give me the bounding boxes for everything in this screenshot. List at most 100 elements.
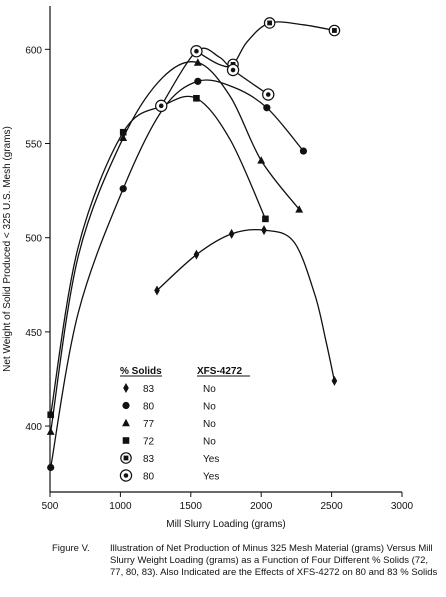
y-tick-label: 400 [25, 422, 42, 433]
y-tick-label: 500 [25, 234, 42, 245]
x-axis-label: Mill Slurry Loading (grams) [166, 519, 285, 530]
triangle-marker-shape [119, 133, 128, 142]
circle-marker-shape [47, 463, 55, 472]
legend-marker [119, 469, 133, 482]
boxed-circle-inner [123, 455, 129, 461]
legend-solids-value: 80 [143, 472, 155, 483]
series-3-point [119, 128, 127, 136]
y-axis-label: Net Weight of Solid Produced < 325 U.S. … [2, 126, 13, 372]
series-3-point [193, 95, 200, 102]
series-0-point [193, 249, 200, 260]
legend-header-solids: % Solids [120, 366, 162, 377]
legend-marker [122, 437, 130, 444]
series-5-point [262, 88, 275, 101]
circle-marker-shape [119, 185, 127, 193]
series-2-point [46, 427, 55, 435]
legend-additive-value: No [203, 402, 216, 413]
legend-additive-value: Yes [203, 454, 219, 465]
ringed-circle-inner [265, 92, 271, 97]
square-marker-shape [122, 437, 130, 444]
legend-marker [123, 383, 129, 393]
square-marker-shape [262, 215, 269, 223]
legend-additive-value: No [203, 419, 216, 430]
series-3-point [47, 411, 55, 419]
boxed-circle-inner [332, 28, 337, 33]
series-1-line [50, 79, 304, 468]
series-0-point [331, 375, 338, 386]
series-0-point [228, 228, 235, 239]
series-4-point [263, 17, 276, 29]
series-2-point [295, 205, 304, 213]
ringed-circle-inner [123, 473, 129, 478]
series-1-point [299, 147, 308, 155]
circle-marker-shape [263, 104, 271, 112]
ringed-circle-inner [230, 67, 236, 73]
circle-marker-shape [299, 147, 308, 155]
legend-additive-value: No [203, 384, 216, 395]
triangle-marker-shape [46, 427, 55, 435]
series-3 [47, 95, 269, 419]
triangle-marker-shape [257, 156, 266, 164]
boxed-circle-inner [267, 20, 273, 26]
series-1-point [194, 77, 202, 85]
square-marker-shape [47, 411, 55, 419]
legend-marker [120, 452, 132, 464]
legend-header-additive: XFS-4272 [197, 366, 242, 377]
diamond-marker-shape [261, 225, 267, 236]
circle-marker-shape [122, 401, 130, 410]
x-tick-label: 1000 [109, 501, 132, 512]
series-3-point [262, 215, 269, 223]
x-tick-label: 1500 [180, 501, 203, 512]
y-tick-label: 550 [25, 140, 42, 151]
series-2 [46, 58, 304, 435]
diamond-marker-shape [193, 249, 200, 260]
series-1-point [263, 104, 271, 112]
legend-additive-value: Yes [203, 472, 219, 483]
caption-text: Illustration of Net Production of Minus … [110, 543, 438, 578]
legend-solids-value: 83 [143, 384, 155, 395]
series-0-point [261, 225, 267, 236]
series-2-line [50, 61, 300, 432]
caption-label: Figure V. [52, 543, 90, 554]
diamond-marker-shape [154, 285, 160, 296]
series-1-point [47, 463, 55, 472]
x-tick-label: 3000 [391, 501, 414, 512]
series-4 [190, 17, 341, 71]
triangle-marker-shape [295, 205, 304, 213]
triangle-marker-shape [193, 58, 202, 66]
diamond-marker-shape [228, 228, 235, 239]
series-4-point [328, 24, 341, 37]
series-0-line [156, 229, 336, 382]
diamond-marker-shape [123, 383, 129, 393]
x-tick-label: 2000 [250, 501, 273, 512]
series-5-point [226, 63, 240, 77]
legend-additive-value: No [203, 437, 216, 448]
series-2-point [119, 133, 128, 142]
series-1-point [119, 185, 127, 193]
series-2-point [257, 156, 266, 164]
series-5 [155, 45, 275, 113]
legend-marker [122, 401, 130, 410]
ringed-circle-inner [194, 48, 199, 54]
series-2-point [193, 58, 202, 66]
legend-solids-value: 77 [143, 419, 155, 430]
square-marker-shape [193, 95, 200, 102]
series-3-line [50, 95, 266, 415]
legend-solids-value: 83 [143, 454, 155, 465]
legend-solids-value: 72 [143, 437, 155, 448]
square-marker-shape [119, 128, 127, 136]
legend-marker [122, 418, 130, 427]
series-1 [47, 77, 308, 472]
x-tick-label: 500 [42, 501, 59, 512]
diamond-marker-shape [331, 375, 338, 386]
y-tick-label: 450 [25, 328, 42, 339]
legend: % Solids XFS-4272 83 No 80 No 77 No 72 No 83 Yes 80 Y… [119, 366, 250, 483]
circle-marker-shape [194, 77, 202, 85]
legend-solids-value: 80 [143, 402, 155, 413]
x-tick-label: 2500 [320, 501, 343, 512]
series-0 [154, 225, 338, 386]
series-5-line [160, 47, 269, 107]
chart: 500 1000 1500 2000 2500 3000 400 450 500 550 600 Mi… [2, 6, 414, 530]
series-4-line [196, 21, 335, 68]
ringed-circle-inner [158, 103, 164, 109]
